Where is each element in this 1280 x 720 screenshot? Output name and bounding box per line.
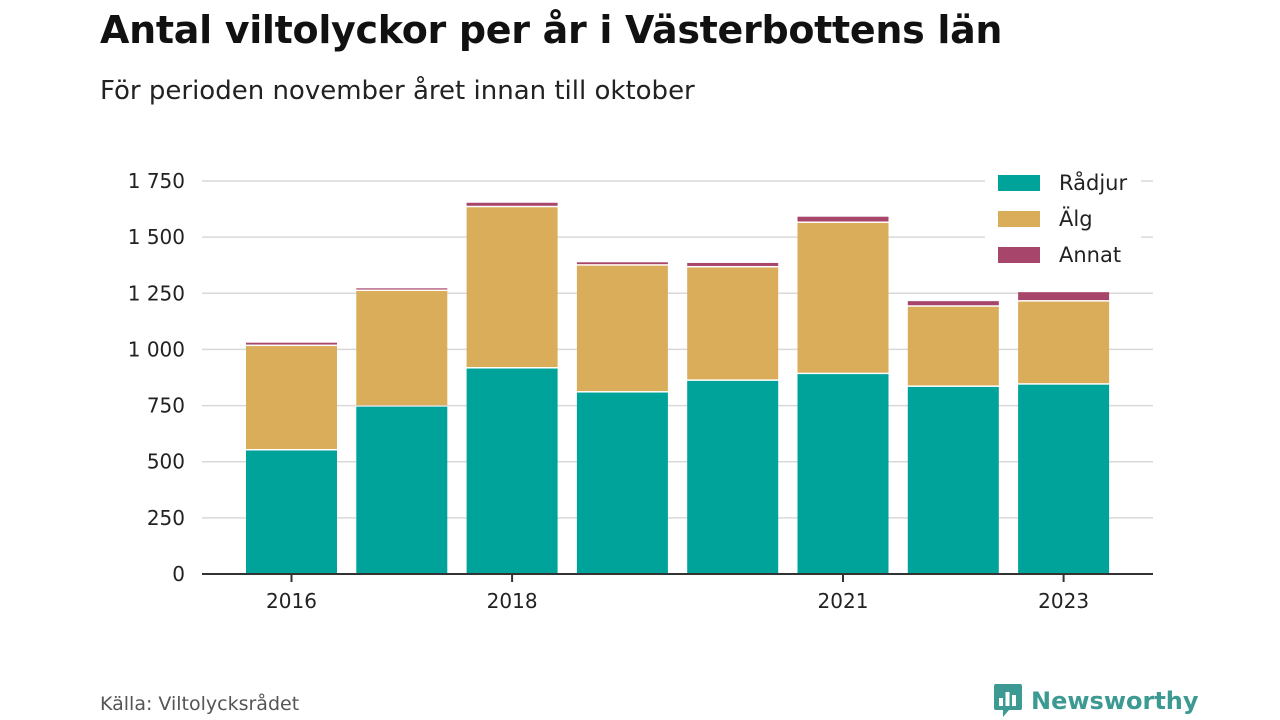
bar-segment-r-djur: [907, 386, 999, 574]
bar-segment--lg: [246, 346, 337, 449]
bar-segment-annat: [356, 288, 448, 290]
bar-segment-r-djur: [687, 380, 779, 574]
y-tick-label: 750: [147, 394, 185, 418]
bar-segment--lg: [907, 306, 999, 386]
legend-label: Älg: [1059, 206, 1093, 231]
x-tick-label: 2016: [266, 589, 317, 613]
legend-swatch: [998, 211, 1040, 227]
legend-swatch: [998, 175, 1040, 191]
brand-logo[interactable]: Newsworthy: [993, 682, 1199, 720]
bar-segment--lg: [797, 222, 889, 373]
bar-segment--lg: [356, 291, 448, 406]
y-tick-label: 500: [147, 450, 185, 474]
newsworthy-logo-icon: [994, 684, 1022, 717]
bar-segment-annat: [907, 301, 999, 306]
bar-segment-annat: [687, 262, 779, 266]
bar-segment-annat: [797, 216, 889, 222]
x-tick-label: 2023: [1038, 589, 1089, 613]
chart-title: Antal viltolyckor per år i Västerbottens…: [100, 8, 1003, 52]
y-tick-label: 1 750: [128, 169, 185, 193]
y-tick-label: 1 500: [128, 225, 185, 249]
bar-segment-r-djur: [797, 374, 889, 574]
bars: [246, 202, 1110, 574]
y-axis: 0 250 500 750 1 000 1 250 1 500 1 750: [128, 169, 185, 586]
bar-segment--lg: [576, 265, 668, 392]
x-axis: 2016 2018 2021 2023: [202, 573, 1153, 613]
brand-name: Newsworthy: [1031, 687, 1199, 715]
bar-segment-r-djur: [466, 368, 558, 574]
y-tick-label: 1 250: [128, 281, 185, 305]
source-note: Källa: Viltolycksrådet: [100, 693, 300, 715]
y-tick-label: 0: [172, 562, 185, 586]
bar-segment-annat: [576, 262, 668, 265]
bar-segment-r-djur: [1018, 384, 1110, 574]
legend: Rådjur Älg Annat: [985, 165, 1141, 273]
bar-segment-r-djur: [576, 392, 668, 574]
bar-segment--lg: [466, 207, 558, 368]
legend-label: Annat: [1059, 243, 1121, 267]
bar-segment--lg: [1018, 301, 1110, 384]
legend-label: Rådjur: [1059, 170, 1127, 195]
bar-segment-annat: [466, 202, 558, 206]
legend-swatch: [998, 247, 1040, 263]
x-tick-label: 2021: [818, 589, 869, 613]
x-tick-label: 2018: [487, 589, 538, 613]
bar-segment-r-djur: [356, 406, 448, 574]
bar-segment-r-djur: [246, 450, 337, 574]
bar-segment-annat: [1018, 292, 1110, 301]
bar-segment--lg: [687, 267, 779, 380]
y-tick-label: 1 000: [128, 337, 185, 361]
y-tick-label: 250: [147, 506, 185, 530]
bar-segment-annat: [246, 342, 337, 345]
chart-subtitle: För perioden november året innan till ok…: [100, 76, 695, 106]
